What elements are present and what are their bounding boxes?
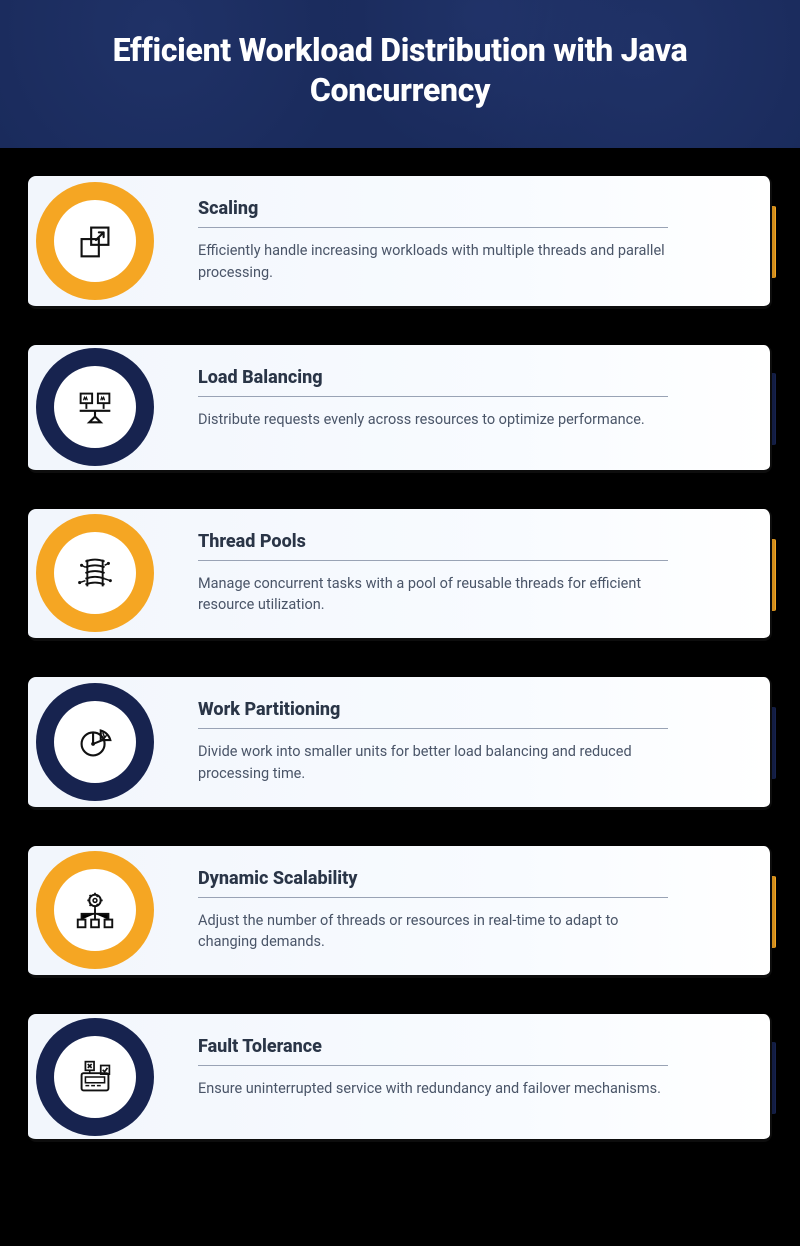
card-load-balancing: Load Balancing Distribute requests evenl…	[28, 345, 772, 473]
card-title: Dynamic Scalability	[198, 868, 668, 898]
card-description: Distribute requests evenly across resour…	[198, 409, 668, 431]
card-description: Ensure uninterrupted service with redund…	[198, 1078, 668, 1100]
icon-ring	[36, 683, 154, 801]
card-thread-pools: Thread Pools Manage concurrent tasks wit…	[28, 509, 772, 642]
card: Fault Tolerance Ensure uninterrupted ser…	[28, 1014, 772, 1142]
card-title: Thread Pools	[198, 531, 668, 561]
card-description: Manage concurrent tasks with a pool of r…	[198, 573, 668, 617]
card: Dynamic Scalability Adjust the number of…	[28, 846, 772, 979]
card-title: Work Partitioning	[198, 699, 668, 729]
icon-ring	[36, 182, 154, 300]
header: Efficient Workload Distribution with Jav…	[0, 0, 800, 148]
card: Thread Pools Manage concurrent tasks wit…	[28, 509, 772, 642]
scaling-icon	[72, 218, 118, 264]
work-partitioning-icon	[72, 719, 118, 765]
icon-circle	[54, 1036, 136, 1118]
icon-ring	[36, 348, 154, 466]
icon-circle	[54, 869, 136, 951]
card-title: Fault Tolerance	[198, 1036, 668, 1066]
icon-circle	[54, 366, 136, 448]
card-description: Adjust the number of threads or resource…	[198, 910, 668, 954]
thread-pools-icon	[72, 550, 118, 596]
card-title: Scaling	[198, 198, 668, 228]
card-title: Load Balancing	[198, 367, 668, 397]
card-scaling: Scaling Efficiently handle increasing wo…	[28, 176, 772, 309]
dynamic-scalability-icon	[72, 887, 118, 933]
icon-ring	[36, 851, 154, 969]
page-title: Efficient Workload Distribution with Jav…	[40, 30, 760, 110]
icon-circle	[54, 532, 136, 614]
card: Load Balancing Distribute requests evenl…	[28, 345, 772, 473]
card-dynamic-scalability: Dynamic Scalability Adjust the number of…	[28, 846, 772, 979]
icon-circle	[54, 200, 136, 282]
load-balancing-icon	[72, 384, 118, 430]
icon-ring	[36, 1018, 154, 1136]
card: Work Partitioning Divide work into small…	[28, 677, 772, 810]
card-fault-tolerance: Fault Tolerance Ensure uninterrupted ser…	[28, 1014, 772, 1142]
card-description: Efficiently handle increasing workloads …	[198, 240, 668, 284]
card-work-partitioning: Work Partitioning Divide work into small…	[28, 677, 772, 810]
icon-circle	[54, 701, 136, 783]
fault-tolerance-icon	[72, 1054, 118, 1100]
icon-ring	[36, 514, 154, 632]
card-list: Scaling Efficiently handle increasing wo…	[0, 148, 800, 1142]
card: Scaling Efficiently handle increasing wo…	[28, 176, 772, 309]
card-description: Divide work into smaller units for bette…	[198, 741, 668, 785]
